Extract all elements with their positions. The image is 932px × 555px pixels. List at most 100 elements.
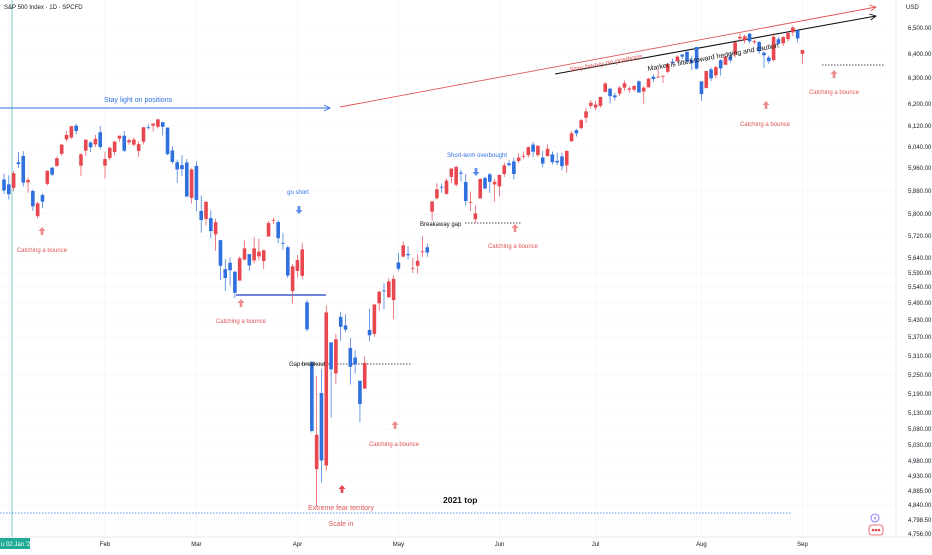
candle — [377, 290, 381, 311]
candle — [771, 32, 776, 62]
bounce-arrow-up-icon — [38, 227, 46, 235]
candle — [728, 52, 733, 63]
candle-body — [247, 254, 252, 266]
candle-body — [180, 165, 184, 170]
candle — [723, 56, 728, 65]
candle-body — [728, 56, 733, 61]
candle-body — [718, 60, 723, 69]
candle-body — [358, 380, 362, 405]
candle — [218, 240, 223, 280]
stay-light-arrow — [0, 104, 332, 112]
candle-body — [175, 162, 179, 170]
annotation-catching-bounce: Catching a bounce — [216, 319, 267, 325]
price-tick-label: 6,300.00 — [908, 76, 932, 82]
candle-body — [45, 170, 50, 184]
candle-body — [569, 133, 574, 142]
candle — [800, 49, 805, 64]
candle — [560, 152, 564, 171]
candle — [526, 146, 531, 158]
candle-body — [690, 60, 694, 64]
candle — [223, 259, 228, 291]
candle-body — [685, 51, 689, 61]
candle-body — [237, 258, 242, 281]
candle — [348, 337, 353, 385]
candle — [362, 356, 367, 389]
candle-body — [603, 83, 608, 93]
candle-body — [64, 134, 69, 140]
candle-body — [512, 161, 516, 175]
candle — [516, 153, 521, 164]
price-tick-label: 4,798.50 — [908, 518, 932, 524]
candle-body — [156, 119, 160, 127]
candle-body — [661, 75, 665, 77]
price-axis[interactable]: 6,500.00 6,400.00 6,300.00 6,200.00 6,120.00… — [908, 26, 932, 538]
candle-body — [165, 127, 170, 155]
candle-body — [488, 174, 492, 182]
candle-body — [228, 262, 232, 271]
price-tick-label: 5,130.00 — [908, 411, 932, 417]
time-axis[interactable]: u 02 Jan '25 Feb Mar Apr May Jun Jul Aug Sep — [0, 538, 808, 549]
candle-body — [93, 138, 98, 145]
date-badge — [0, 538, 30, 549]
candle-body — [670, 61, 675, 63]
candle-body — [714, 67, 718, 76]
candle — [733, 42, 737, 58]
scale-in-arrow-up-icon — [338, 485, 346, 493]
candle-body — [319, 393, 324, 461]
candle-body — [7, 184, 11, 195]
candle — [2, 173, 6, 194]
candle-body — [391, 278, 396, 301]
candle-body — [290, 266, 295, 292]
candle-body — [733, 42, 737, 55]
time-tick-label: Jun — [495, 542, 505, 548]
candle — [641, 86, 646, 104]
candle-body — [55, 158, 59, 166]
candle — [665, 63, 670, 74]
candle-body — [786, 32, 790, 40]
candle — [435, 183, 439, 200]
candle — [151, 123, 155, 132]
bounce-arrow-up-icon — [830, 70, 838, 78]
candle-body — [372, 304, 377, 334]
price-tick-label: 5,430.00 — [908, 318, 932, 324]
candle — [45, 170, 50, 186]
candle-body — [122, 135, 127, 151]
candle — [204, 200, 208, 226]
candle — [276, 220, 280, 244]
candle-body — [132, 139, 136, 145]
candle — [776, 36, 781, 45]
price-tick-label: 5,800.00 — [908, 212, 932, 218]
candle-body — [396, 262, 401, 269]
candle-body — [151, 123, 155, 126]
candle — [329, 342, 333, 418]
candle-body — [617, 87, 622, 94]
candle-body — [699, 81, 704, 95]
candle-body — [468, 201, 473, 203]
price-tick-label: 5,310.00 — [908, 354, 932, 360]
candle-body — [613, 95, 617, 98]
candle-body — [589, 102, 593, 106]
candle-body — [146, 127, 151, 129]
candle — [358, 380, 362, 423]
candle-body — [560, 156, 564, 167]
candle — [16, 151, 21, 168]
candle — [531, 142, 535, 157]
candle — [786, 32, 790, 42]
candle-body — [406, 253, 410, 256]
annotation-catching-bounce: Catching a bounce — [740, 122, 791, 128]
bounce-arrow-up-icon — [391, 421, 399, 429]
candle-body — [637, 81, 641, 93]
candle — [791, 25, 795, 37]
candle — [459, 169, 463, 182]
lightning-icon[interactable] — [870, 513, 880, 523]
candle — [367, 308, 372, 342]
candle — [425, 243, 430, 257]
annotation-extreme-fear: Extreme fear territory — [308, 505, 374, 512]
candle-body — [742, 36, 747, 41]
candle-body — [574, 130, 579, 134]
tradingview-logo-icon[interactable] — [868, 524, 884, 536]
candle-body — [324, 312, 329, 466]
candle-body — [665, 64, 670, 72]
